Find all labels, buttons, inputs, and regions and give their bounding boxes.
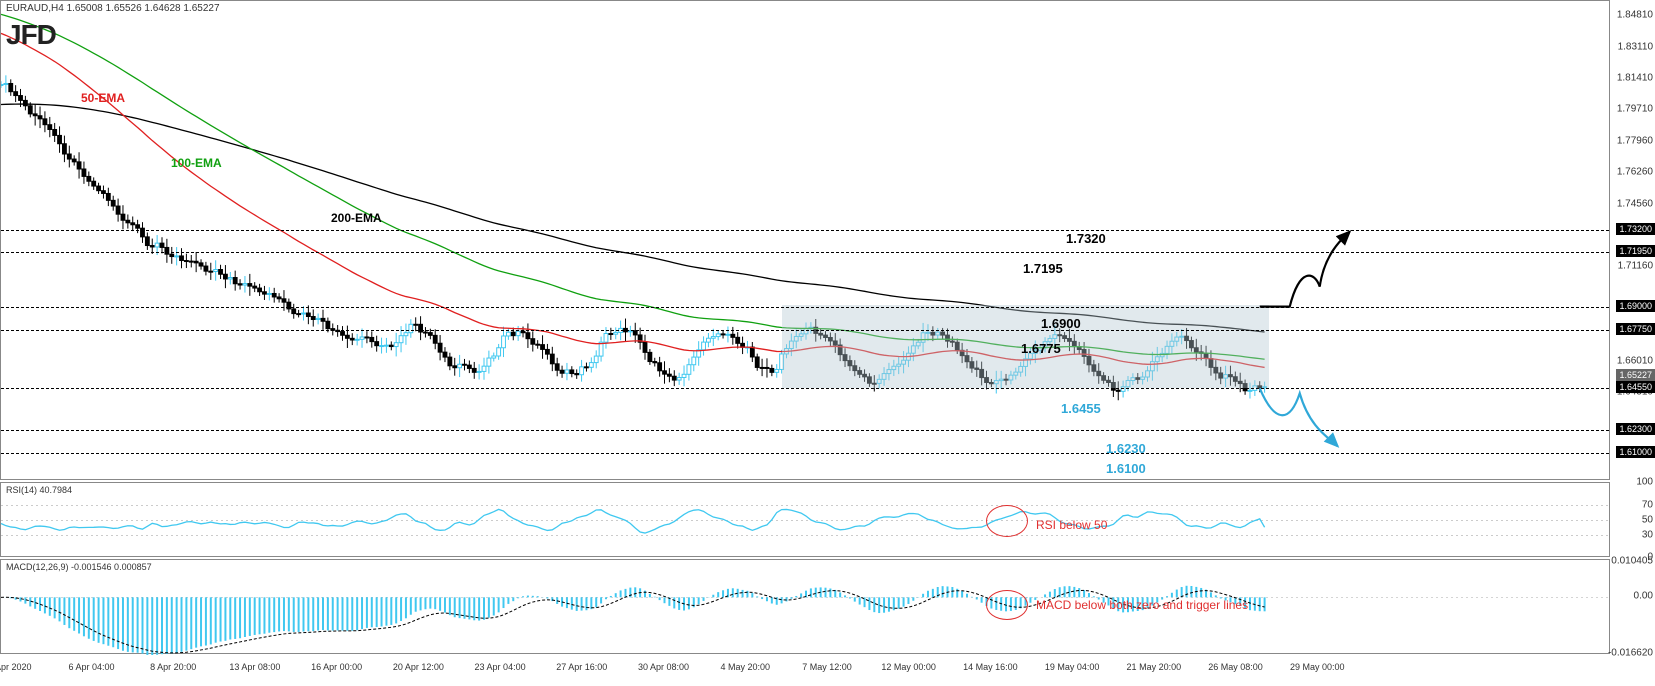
macd-label: MACD(12,26,9) -0.001546 0.000857: [6, 562, 152, 572]
rsi-label: RSI(14) 40.7984: [6, 485, 72, 495]
rsi-svg: [1, 483, 1611, 558]
projection-arrows: [1, 1, 1611, 481]
y-axis-rsi: 0305070100: [1611, 482, 1655, 557]
rsi-annotation: RSI below 50: [1036, 518, 1107, 532]
y-axis-macd: 0.0104050.00-0.016620: [1611, 559, 1655, 654]
rsi-panel[interactable]: RSI(14) 40.7984 RSI below 50: [0, 482, 1610, 557]
macd-panel[interactable]: MACD(12,26,9) -0.001546 0.000857 MACD be…: [0, 559, 1610, 654]
macd-svg: [1, 560, 1611, 655]
macd-annotation: MACD below both zero and trigger lines: [1036, 598, 1248, 612]
rsi-circle: [986, 505, 1028, 537]
chart-container: EURAUD,H4 1.65008 1.65526 1.64628 1.6522…: [0, 0, 1655, 686]
x-axis: 1 Apr 20206 Apr 04:008 Apr 20:0013 Apr 0…: [0, 656, 1610, 686]
main-price-chart[interactable]: EURAUD,H4 1.65008 1.65526 1.64628 1.6522…: [0, 0, 1610, 480]
y-axis-main: 1.848101.831101.814101.797101.779601.762…: [1611, 0, 1655, 480]
macd-circle: [986, 590, 1028, 620]
